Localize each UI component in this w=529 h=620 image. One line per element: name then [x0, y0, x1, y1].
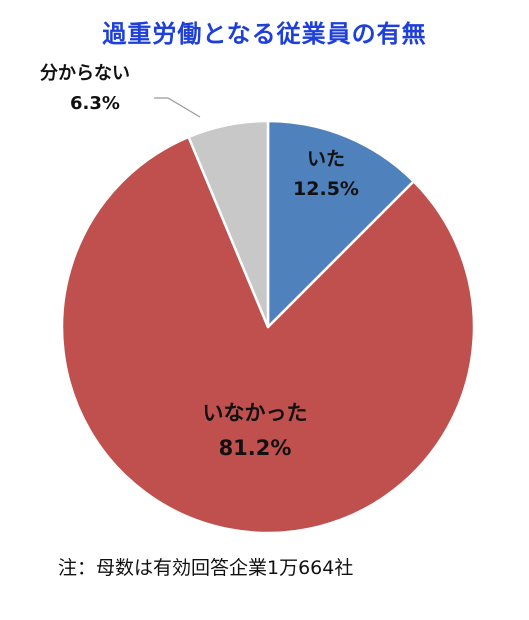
pie-slice-3 [187, 119, 270, 329]
slices-layer [60, 119, 476, 535]
slice-category-label: 分からない [40, 63, 130, 84]
slice-value-label: 81.2% [219, 436, 292, 460]
slice-value-label: 6.3% [70, 93, 120, 114]
pie-slice-2 [60, 135, 476, 535]
slice-value-label: 12.5% [293, 178, 359, 200]
footnote: 注：母数は有効回答企業1万664社 [58, 557, 354, 579]
slice-category-label: いた [307, 148, 345, 170]
labels-layer: いた 12.5% いなかった 81.2% 分からない 6.3% [40, 63, 359, 460]
pie-slice-1 [266, 119, 415, 329]
slice-category-label: いなかった [203, 401, 308, 425]
leader-line [154, 97, 201, 118]
chart-title: 過重労働となる従業員の有無 [102, 20, 427, 48]
